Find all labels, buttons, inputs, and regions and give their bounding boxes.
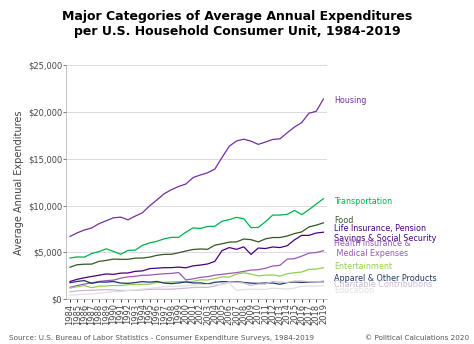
Text: Housing: Housing [334,96,366,105]
Text: Health Insurance &
 Medical Expenses: Health Insurance & Medical Expenses [334,239,411,258]
Text: Major Categories of Average Annual Expenditures
per U.S. Household Consumer Unit: Major Categories of Average Annual Expen… [62,10,412,38]
Text: Transportation: Transportation [334,196,392,205]
Y-axis label: Average Annual Expenditures: Average Annual Expenditures [14,110,24,255]
Text: Entertainment: Entertainment [334,261,392,271]
Text: Charitable Contributions: Charitable Contributions [334,280,432,289]
Text: Education: Education [334,286,374,295]
Text: Life Insurance, Pension
Savings & Social Security: Life Insurance, Pension Savings & Social… [334,224,437,244]
Text: Source: U.S. Bureau of Labor Statistics - Consumer Expenditure Surveys, 1984-201: Source: U.S. Bureau of Labor Statistics … [9,335,314,341]
Text: Food: Food [334,216,354,225]
Text: Apparel & Other Products: Apparel & Other Products [334,274,437,283]
Text: © Political Calculations 2020: © Political Calculations 2020 [365,335,469,341]
